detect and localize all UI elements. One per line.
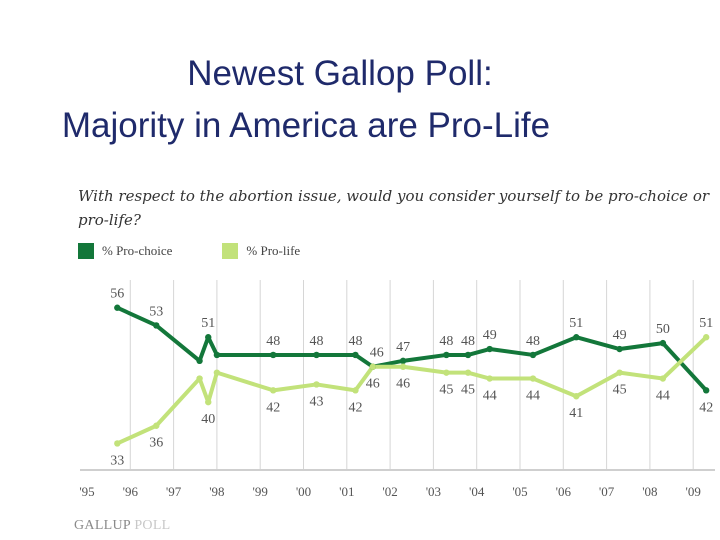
legend-swatch-pro-choice xyxy=(78,243,94,259)
data-label: 50 xyxy=(656,322,670,337)
x-tick-label: '02 xyxy=(382,484,397,499)
data-label: 56 xyxy=(110,287,124,302)
data-label: 51 xyxy=(569,316,583,331)
x-tick-label: '09 xyxy=(686,484,701,499)
data-label: 48 xyxy=(266,334,280,349)
x-tick-label: '00 xyxy=(296,484,311,499)
data-label: 48 xyxy=(309,334,323,349)
x-tick-label: '97 xyxy=(166,484,182,499)
data-point xyxy=(196,375,203,382)
series-line-pro-choice xyxy=(116,305,708,392)
x-tick-label: '95 xyxy=(79,484,94,499)
data-point xyxy=(702,334,710,341)
x-tick-label: '05 xyxy=(512,484,527,499)
legend-swatch-pro-life xyxy=(222,243,239,259)
data-point xyxy=(313,351,320,359)
data-label: 40 xyxy=(201,412,215,427)
data-point xyxy=(205,398,212,406)
data-point xyxy=(213,351,221,359)
x-tick-label: '08 xyxy=(642,484,657,499)
data-label: 45 xyxy=(461,383,475,398)
data-point xyxy=(616,369,623,376)
legend-label-pro-life: % Pro-life xyxy=(246,243,301,258)
data-point xyxy=(486,375,493,382)
legend-item-pro-choice: % Pro-choice xyxy=(78,243,172,259)
data-point xyxy=(269,387,277,394)
data-label: 48 xyxy=(526,334,540,349)
data-point xyxy=(573,393,580,400)
x-tick-label: '98 xyxy=(209,484,224,499)
data-label: 46 xyxy=(396,377,410,392)
data-label: 36 xyxy=(149,436,163,451)
data-label: 48 xyxy=(461,334,475,349)
legend-label-pro-choice: % Pro-choice xyxy=(102,243,173,258)
data-point xyxy=(616,345,623,353)
data-label: 46 xyxy=(366,377,380,392)
x-tick-label: '03 xyxy=(426,484,441,499)
data-label: 49 xyxy=(613,328,627,343)
x-tick-label: '01 xyxy=(339,484,354,499)
data-point xyxy=(529,375,537,382)
legend: % Pro-choice % Pro-life xyxy=(78,243,350,259)
data-point xyxy=(702,387,710,394)
data-point xyxy=(369,363,376,370)
data-point xyxy=(205,334,212,341)
data-label: 41 xyxy=(569,406,583,421)
data-label: 42 xyxy=(266,400,280,415)
data-label: 33 xyxy=(110,453,124,468)
data-point xyxy=(443,369,450,376)
data-point xyxy=(399,357,407,365)
data-point xyxy=(573,334,580,341)
data-label: 48 xyxy=(439,334,453,349)
x-tick-label: '96 xyxy=(123,484,139,499)
data-point xyxy=(486,345,493,353)
data-label: 45 xyxy=(439,383,453,398)
data-point xyxy=(313,381,320,388)
x-tick-label: '06 xyxy=(556,484,572,499)
data-point xyxy=(196,357,203,365)
data-label: 51 xyxy=(201,316,215,331)
legend-item-pro-life: % Pro-life xyxy=(222,243,300,259)
data-point xyxy=(464,369,472,376)
chart-question: With respect to the abortion issue, woul… xyxy=(78,187,710,229)
data-label: 48 xyxy=(348,334,362,349)
data-point xyxy=(659,339,667,347)
x-tick-label: '07 xyxy=(599,484,615,499)
data-point xyxy=(443,351,450,359)
data-point xyxy=(352,387,359,394)
data-label: 46 xyxy=(370,346,384,361)
data-label: 42 xyxy=(699,400,713,415)
data-point xyxy=(153,322,160,329)
data-label: 43 xyxy=(309,394,323,409)
data-point xyxy=(529,351,537,359)
data-label: 42 xyxy=(348,400,362,415)
data-label: 44 xyxy=(656,389,670,404)
data-point xyxy=(464,351,472,359)
series-line-pro-life xyxy=(116,335,708,446)
data-label: 51 xyxy=(699,316,713,331)
data-label: 44 xyxy=(483,389,497,404)
data-label: 53 xyxy=(149,304,163,319)
x-tick-label: '04 xyxy=(469,484,485,499)
data-point xyxy=(399,363,407,370)
data-label: 47 xyxy=(396,340,410,355)
data-point xyxy=(114,304,121,311)
data-point xyxy=(114,440,121,447)
data-label: 49 xyxy=(483,328,497,343)
slide-title-line2: Majority in America are Pro-Life xyxy=(61,106,551,145)
data-label: 44 xyxy=(526,389,540,404)
data-point xyxy=(269,351,277,359)
gallup-poll-logo: GALLUP POLL xyxy=(74,518,171,533)
data-point xyxy=(659,375,667,382)
x-tick-label: '99 xyxy=(253,484,268,499)
slide-title-line1: Newest Gallop Poll: xyxy=(187,54,493,93)
data-point xyxy=(213,369,221,376)
data-point xyxy=(352,351,359,359)
data-point xyxy=(153,422,160,429)
data-label: 45 xyxy=(613,383,627,398)
